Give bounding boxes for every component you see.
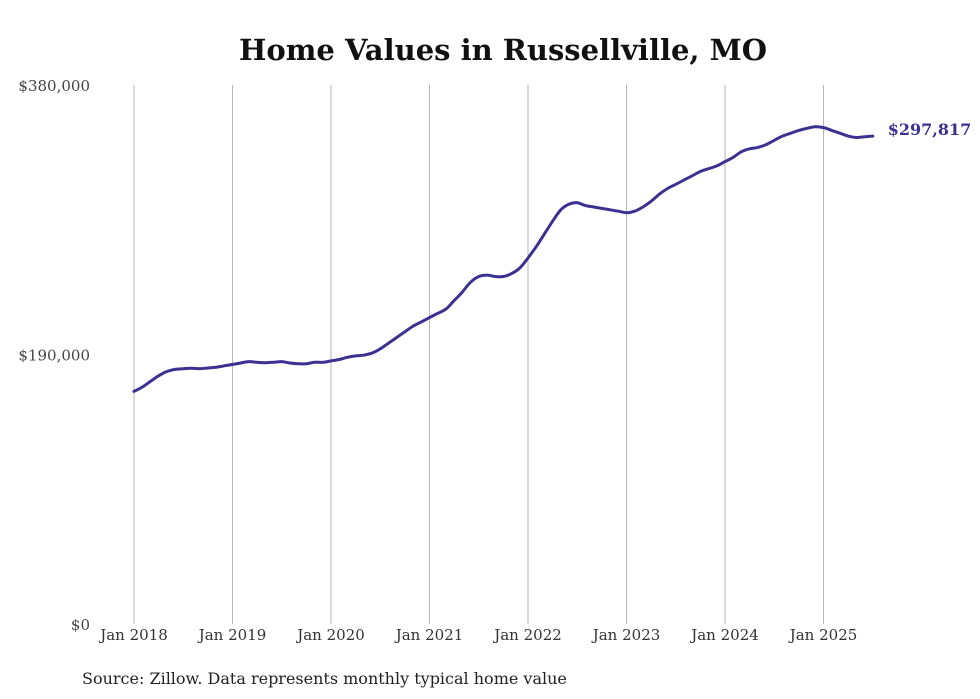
y-tick-label: $190,000 xyxy=(18,347,90,365)
x-tick-label: Jan 2022 xyxy=(492,626,562,644)
end-value-label: $297,817 xyxy=(888,120,972,139)
home-value-series-line xyxy=(132,125,875,393)
series-layer xyxy=(132,125,875,393)
y-tick-label: $380,000 xyxy=(18,77,90,95)
x-tick-label: Jan 2019 xyxy=(197,626,267,644)
x-tick-label: Jan 2020 xyxy=(295,626,365,644)
gridlines xyxy=(133,85,824,624)
x-tick-label: Jan 2023 xyxy=(591,626,661,644)
chart-title: Home Values in Russellville, MO xyxy=(239,33,767,67)
x-axis-ticks: Jan 2018 Jan 2019 Jan 2020 Jan 2021 Jan 2022… xyxy=(98,626,857,644)
x-tick-label: Jan 2021 xyxy=(394,626,464,644)
x-tick-label: Jan 2018 xyxy=(98,626,168,644)
x-tick-label: Jan 2025 xyxy=(788,626,858,644)
x-tick-label: Jan 2024 xyxy=(689,626,759,644)
y-axis-ticks: $0 $190,000 $380,000 xyxy=(18,77,90,634)
y-tick-label: $0 xyxy=(71,616,90,634)
source-note: Source: Zillow. Data represents monthly … xyxy=(82,669,567,688)
